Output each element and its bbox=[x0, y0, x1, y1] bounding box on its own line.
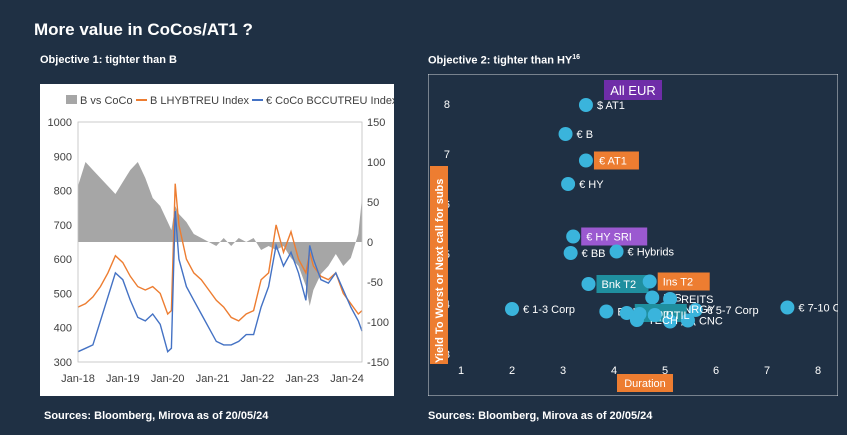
point-label-tag bbox=[581, 227, 648, 246]
header-badge bbox=[604, 80, 662, 100]
spread-line-chart: 300 400 500 600 700 800 900 1000 -150 -100 -50 0 50 1… bbox=[40, 84, 394, 396]
y-tick-label: 7 bbox=[444, 149, 450, 161]
y-left-tick-label: 500 bbox=[54, 288, 72, 300]
scatter-point bbox=[619, 306, 634, 320]
legend-label: B LHYBTREU Index bbox=[150, 95, 250, 107]
left-source-note: Sources: Bloomberg, Mirova as of 20/05/2… bbox=[44, 410, 269, 422]
legend-swatch bbox=[66, 95, 77, 104]
point-label: € HY SRI bbox=[586, 232, 632, 244]
scatter-point bbox=[647, 308, 662, 322]
left-chart-subtitle: Objective 1: tighter than B bbox=[40, 54, 177, 66]
x-tick-label: Jan-19 bbox=[106, 373, 140, 385]
point-label: € Hybrids bbox=[628, 247, 675, 259]
page-title: More value in CoCos/AT1 ? bbox=[34, 20, 253, 39]
scatter-point bbox=[663, 314, 678, 329]
y-left-tick-label: 400 bbox=[54, 323, 72, 335]
point-label: REITS bbox=[681, 294, 713, 306]
y-right-tick-label: -150 bbox=[367, 357, 389, 369]
y-right-tick-label: -50 bbox=[367, 277, 383, 289]
point-label: € B bbox=[577, 129, 594, 141]
y-left-tick-label: 900 bbox=[54, 151, 72, 163]
y-tick-label: 8 bbox=[444, 99, 450, 111]
scatter-point bbox=[563, 246, 578, 260]
scatter-point bbox=[645, 290, 660, 305]
x-tick-label: 2 bbox=[509, 365, 515, 377]
series-b-vs-coco-area bbox=[78, 162, 362, 306]
y-left-tick-label: 600 bbox=[54, 254, 72, 266]
right-subtitle-superscript: 16 bbox=[572, 54, 581, 61]
x-tick-label: 4 bbox=[611, 365, 617, 377]
y-left-tick-label: 700 bbox=[54, 220, 72, 232]
legend-label: € CoCo BCCUTREU Index bbox=[266, 95, 394, 107]
y-right-tick-label: -100 bbox=[367, 317, 389, 329]
scatter-point bbox=[599, 304, 614, 319]
x-tick-label: 8 bbox=[815, 365, 821, 377]
right-chart-subtitle: Objective 2: tighter than HY16 bbox=[428, 54, 581, 67]
x-tick-label: Jan-18 bbox=[61, 373, 95, 385]
right-source-note: Sources: Bloomberg, Mirova as of 20/05/2… bbox=[428, 410, 653, 422]
point-label: € BB bbox=[582, 248, 606, 260]
scatter-point bbox=[688, 303, 703, 317]
point-label: € 7-10 Corp bbox=[798, 303, 838, 315]
y-right-tick-label: 0 bbox=[367, 237, 373, 249]
scatter-point bbox=[609, 244, 624, 259]
point-label-tag bbox=[593, 151, 639, 170]
point-label: Bnk T2 bbox=[602, 279, 637, 291]
header-badge-label: All EUR bbox=[610, 83, 656, 98]
point-label: € AT1 bbox=[599, 156, 627, 168]
x-tick-label: 1 bbox=[458, 365, 464, 377]
plot-frame bbox=[77, 121, 363, 363]
series-b-index-line bbox=[77, 183, 363, 322]
y-left-tick-label: 300 bbox=[54, 357, 72, 369]
y-left-tick-label: 1000 bbox=[48, 117, 72, 129]
scatter-point bbox=[680, 313, 695, 328]
x-tick-label: 6 bbox=[713, 365, 719, 377]
scatter-point bbox=[561, 177, 576, 191]
scatter-point bbox=[642, 274, 657, 289]
scatter-point bbox=[578, 153, 593, 168]
x-axis-label: Duration bbox=[624, 378, 666, 390]
point-label-tag bbox=[596, 275, 649, 293]
y-right-tick-label: 150 bbox=[367, 117, 385, 129]
x-tick-label: Jan-20 bbox=[151, 373, 185, 385]
scatter-point bbox=[505, 302, 519, 316]
x-tick-label: 3 bbox=[560, 365, 566, 377]
x-tick-label: Jan-21 bbox=[196, 373, 230, 385]
x-tick-label: 5 bbox=[662, 365, 668, 377]
x-tick-label: Jan-23 bbox=[285, 373, 319, 385]
y-left-tick-label: 800 bbox=[54, 186, 72, 198]
x-tick-label: 7 bbox=[764, 365, 770, 377]
y-axis-label-box bbox=[430, 166, 448, 364]
scatter-point bbox=[558, 127, 573, 141]
point-label: UTIL bbox=[666, 310, 690, 322]
y-axis-label: Yield To Worst or Next call for subs bbox=[434, 179, 446, 363]
point-label: € HY bbox=[579, 179, 604, 191]
x-axis-label-box bbox=[617, 374, 673, 392]
point-label: $ AT1 bbox=[597, 100, 625, 112]
point-label: Ins T2 bbox=[663, 277, 693, 289]
point-label-tag bbox=[657, 272, 710, 291]
scatter-point bbox=[780, 300, 795, 315]
y-right-tick-label: 50 bbox=[367, 197, 379, 209]
scatter-point bbox=[578, 98, 593, 112]
point-label: € 5-7 Corp bbox=[707, 305, 759, 317]
x-tick-label: Jan-22 bbox=[241, 373, 275, 385]
scatter-point bbox=[581, 277, 596, 291]
point-label: € 1-3 Corp bbox=[523, 304, 575, 316]
scatter-point bbox=[629, 313, 644, 327]
legend-label: B vs CoCo bbox=[80, 95, 133, 107]
scatter-point bbox=[566, 229, 581, 244]
point-label: CNC bbox=[699, 316, 723, 328]
x-tick-label: Jan-24 bbox=[330, 373, 364, 385]
y-right-tick-label: 100 bbox=[367, 157, 385, 169]
series-coco-index-line bbox=[77, 211, 363, 353]
